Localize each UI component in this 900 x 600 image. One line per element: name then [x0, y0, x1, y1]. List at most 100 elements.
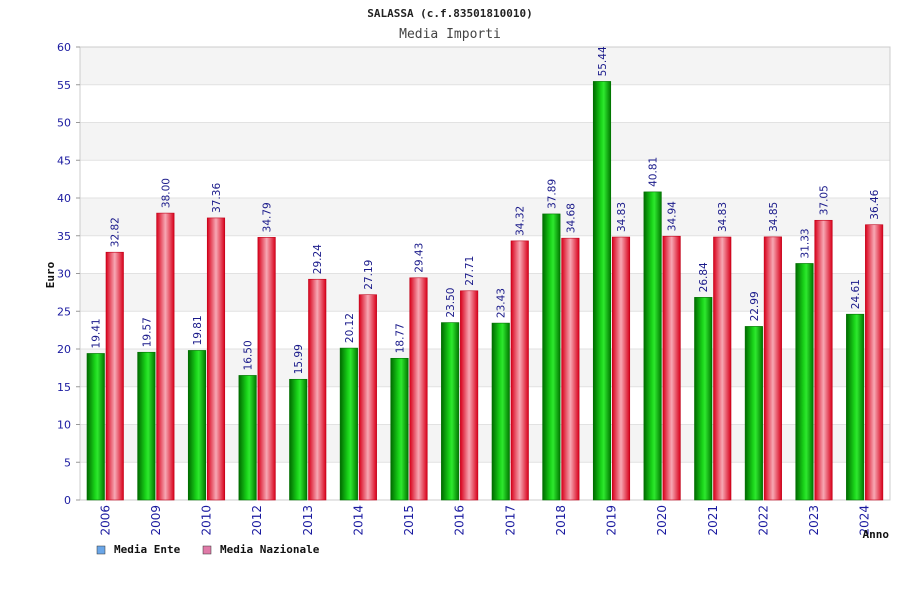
data-label-media-ente: 40.81: [648, 157, 660, 187]
data-label-media-nazionale: 38.00: [160, 178, 172, 208]
bar-media-ente-2017: [491, 322, 510, 501]
bar-media-ente-2024: [846, 313, 865, 501]
y-tick-label: 40: [57, 192, 71, 205]
y-tick-label: 20: [57, 343, 71, 356]
x-tick-label: 2021: [706, 505, 720, 536]
bar-media-nazionale-2024: [865, 224, 884, 501]
data-label-media-ente: 15.99: [293, 344, 305, 374]
y-tick-label: 55: [57, 79, 71, 92]
x-tick-label: 2015: [402, 505, 416, 536]
legend-label-media-nazionale: Media Nazionale: [220, 543, 320, 556]
y-axis: 0 5 10 15 20 25 30 35 40 45 50 55 60: [57, 41, 80, 507]
y-tick-label: 60: [57, 41, 71, 54]
data-label-media-nazionale: 34.79: [262, 202, 274, 232]
bar-media-ente-2023: [795, 263, 814, 501]
x-tick-label: 2019: [605, 505, 619, 536]
grid-band: [80, 84, 890, 123]
bar-media-nazionale-2012: [257, 237, 276, 501]
bar-series: 19.41 32.82 19.57 38.00 19.81 37.36 16.50 34.79…: [86, 46, 884, 501]
bar-media-nazionale-2020: [662, 235, 681, 501]
bar-media-nazionale-2018: [561, 237, 580, 501]
grid-band: [80, 47, 890, 85]
data-label-media-nazionale: 27.71: [464, 256, 476, 286]
data-label-media-nazionale: 34.68: [565, 203, 577, 233]
data-label-media-ente: 37.89: [546, 179, 558, 209]
bar-media-nazionale-2017: [510, 240, 529, 501]
bar-media-nazionale-2022: [763, 236, 782, 501]
x-axis: 2006 2009 2010 2012 2013 2014 2015 2016 2017 2018…: [98, 505, 871, 536]
bar-media-nazionale-2021: [713, 236, 732, 501]
data-label-media-ente: 23.50: [445, 288, 457, 318]
y-tick-label: 10: [57, 419, 71, 432]
y-tick-label: 50: [57, 117, 71, 130]
data-label-media-ente: 55.44: [597, 46, 609, 76]
x-tick-label: 2017: [503, 505, 517, 536]
data-label-media-nazionale: 37.05: [819, 185, 831, 215]
data-label-media-ente: 19.81: [192, 315, 204, 345]
x-tick-label: 2014: [351, 505, 365, 536]
legend-swatch-media-ente: [96, 545, 106, 555]
data-label-media-nazionale: 29.43: [414, 243, 426, 273]
x-tick-label: 2016: [453, 505, 467, 536]
bar-media-ente-2009: [137, 351, 156, 501]
x-tick-label: 2013: [301, 505, 315, 536]
x-tick-label: 2009: [149, 505, 163, 536]
x-tick-label: 2012: [250, 505, 264, 536]
bar-media-nazionale-2010: [206, 217, 226, 501]
data-label-media-ente: 16.50: [243, 340, 255, 370]
data-label-media-nazionale: 36.46: [869, 189, 881, 219]
legend-item-media-nazionale: Media Nazionale: [202, 543, 320, 556]
bar-media-ente-2020: [643, 191, 662, 501]
bar-media-ente-2006: [86, 353, 105, 501]
data-label-media-nazionale: 34.83: [616, 202, 628, 232]
y-tick-label: 35: [57, 230, 71, 243]
data-label-media-ente: 19.41: [91, 318, 103, 348]
data-label-media-ente: 20.12: [344, 313, 356, 343]
data-label-media-nazionale: 34.85: [768, 202, 780, 232]
data-label-media-ente: 18.77: [395, 323, 407, 353]
y-tick-label: 30: [57, 268, 71, 281]
x-axis-label: Anno: [863, 528, 890, 541]
x-tick-label: 2018: [554, 505, 568, 536]
grid-band: [80, 122, 890, 161]
x-tick-label: 2023: [807, 505, 821, 536]
chart-title: SALASSA (c.f.83501810010): [367, 7, 533, 20]
bar-media-ente-2021: [694, 297, 713, 501]
data-label-media-ente: 23.43: [496, 288, 508, 318]
bar-media-nazionale-2015: [409, 277, 428, 501]
y-tick-label: 0: [64, 494, 71, 507]
data-label-media-ente: 24.61: [850, 279, 862, 309]
data-label-media-nazionale: 32.82: [110, 217, 122, 247]
bar-media-ente-2014: [339, 347, 358, 501]
bar-media-ente-2015: [390, 357, 409, 501]
x-tick-label: 2022: [756, 505, 770, 536]
chart-subtitle: Media Importi: [399, 27, 501, 42]
data-label-media-nazionale: 27.19: [363, 260, 375, 290]
y-axis-label: Euro: [44, 261, 57, 288]
y-tick-label: 15: [57, 381, 71, 394]
bar-media-nazionale-2016: [460, 290, 479, 501]
bar-media-nazionale-2009: [156, 212, 175, 501]
bar-media-ente-2022: [744, 326, 763, 501]
legend: Media Ente Media Nazionale: [96, 543, 320, 556]
legend-label-media-ente: Media Ente: [114, 543, 181, 556]
data-label-media-nazionale: 29.24: [312, 244, 324, 274]
data-label-media-nazionale: 34.32: [515, 206, 527, 236]
bar-media-nazionale-2019: [611, 236, 631, 501]
x-tick-label: 2010: [200, 505, 214, 536]
bar-media-ente-2016: [441, 322, 460, 501]
data-label-media-ente: 26.84: [698, 262, 710, 292]
legend-item-media-ente: Media Ente: [96, 543, 181, 556]
data-label-media-nazionale: 37.36: [211, 183, 223, 213]
bar-media-nazionale-2013: [308, 278, 327, 501]
bar-media-ente-2013: [289, 378, 308, 501]
bar-media-ente-2018: [542, 213, 561, 501]
data-label-media-ente: 22.99: [749, 291, 761, 321]
bar-media-nazionale-2014: [358, 294, 377, 501]
y-tick-label: 25: [57, 305, 71, 318]
y-tick-label: 5: [64, 456, 71, 469]
x-tick-label: 2024: [858, 505, 872, 536]
bar-media-ente-2010: [187, 350, 207, 501]
grid-band: [80, 160, 890, 198]
